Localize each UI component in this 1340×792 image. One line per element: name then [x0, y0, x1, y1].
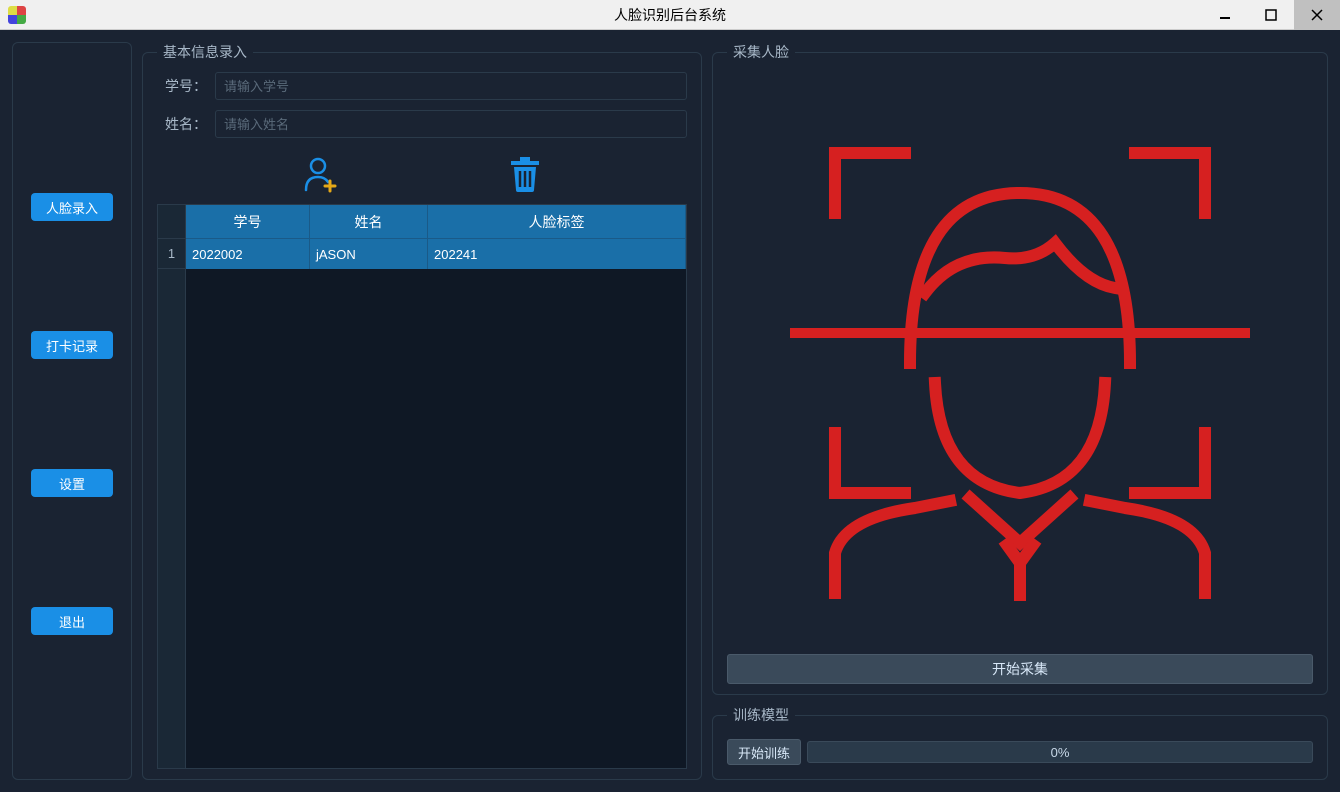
action-icons — [157, 148, 687, 200]
window-controls — [1202, 0, 1340, 30]
row-gutter: 1 — [158, 205, 186, 768]
trash-icon — [507, 155, 543, 193]
close-icon — [1311, 9, 1323, 21]
start-train-button[interactable]: 开始训练 — [727, 739, 801, 765]
gutter-header — [158, 205, 185, 239]
cell-name: jASON — [310, 239, 428, 269]
train-row: 开始训练 0% — [727, 739, 1313, 765]
row-number[interactable]: 1 — [158, 239, 185, 269]
student-id-row: 学号： — [157, 72, 687, 100]
titlebar: 人脸识别后台系统 — [0, 0, 1340, 30]
add-user-icon — [301, 155, 339, 193]
progress-text: 0% — [1051, 745, 1070, 760]
table-row[interactable]: 2022002 jASON 202241 — [186, 239, 686, 269]
cell-student-id: 2022002 — [186, 239, 310, 269]
nav-settings[interactable]: 设置 — [31, 469, 113, 497]
th-face-tag[interactable]: 人脸标签 — [428, 205, 686, 239]
th-name[interactable]: 姓名 — [310, 205, 428, 239]
maximize-button[interactable] — [1248, 0, 1294, 30]
th-student-id[interactable]: 学号 — [186, 205, 310, 239]
basic-info-panel: 基本信息录入 学号： 姓名： — [142, 42, 702, 780]
train-panel: 训练模型 开始训练 0% — [712, 705, 1328, 780]
window-title: 人脸识别后台系统 — [614, 5, 726, 25]
student-id-input[interactable] — [215, 72, 687, 100]
app-window: 人脸识别后台系统 人脸录入 打卡记录 设置 退出 基本信息录入 学号： — [0, 0, 1340, 792]
add-user-button[interactable] — [300, 154, 340, 194]
start-capture-button[interactable]: 开始采集 — [727, 654, 1313, 684]
name-row: 姓名： — [157, 110, 687, 138]
app-body: 人脸录入 打卡记录 设置 退出 基本信息录入 学号： 姓名： — [0, 30, 1340, 792]
basic-info-legend: 基本信息录入 — [157, 42, 253, 62]
close-button[interactable] — [1294, 0, 1340, 30]
right-column: 采集人脸 — [712, 42, 1328, 780]
nav-face-enroll[interactable]: 人脸录入 — [31, 193, 113, 221]
data-table: 1 学号 姓名 人脸标签 2022002 jASON 202241 — [157, 204, 687, 769]
table-main: 学号 姓名 人脸标签 2022002 jASON 202241 — [186, 205, 686, 768]
sidebar: 人脸录入 打卡记录 设置 退出 — [12, 42, 132, 780]
delete-button[interactable] — [505, 154, 545, 194]
maximize-icon — [1265, 9, 1277, 21]
name-label: 姓名： — [157, 114, 207, 134]
nav-exit[interactable]: 退出 — [31, 607, 113, 635]
student-id-label: 学号： — [157, 76, 207, 96]
main-content: 基本信息录入 学号： 姓名： — [142, 42, 1328, 780]
train-legend: 训练模型 — [727, 705, 795, 725]
capture-legend: 采集人脸 — [727, 42, 795, 62]
face-scan-icon — [775, 123, 1265, 603]
minimize-icon — [1219, 9, 1231, 21]
minimize-button[interactable] — [1202, 0, 1248, 30]
train-progress: 0% — [807, 741, 1313, 763]
cell-face-tag: 202241 — [428, 239, 686, 269]
nav-attendance[interactable]: 打卡记录 — [31, 331, 113, 359]
table-body: 2022002 jASON 202241 — [186, 239, 686, 768]
name-input[interactable] — [215, 110, 687, 138]
capture-panel: 采集人脸 — [712, 42, 1328, 695]
face-scan-graphic — [727, 72, 1313, 654]
table-header: 学号 姓名 人脸标签 — [186, 205, 686, 239]
app-icon — [8, 6, 26, 24]
